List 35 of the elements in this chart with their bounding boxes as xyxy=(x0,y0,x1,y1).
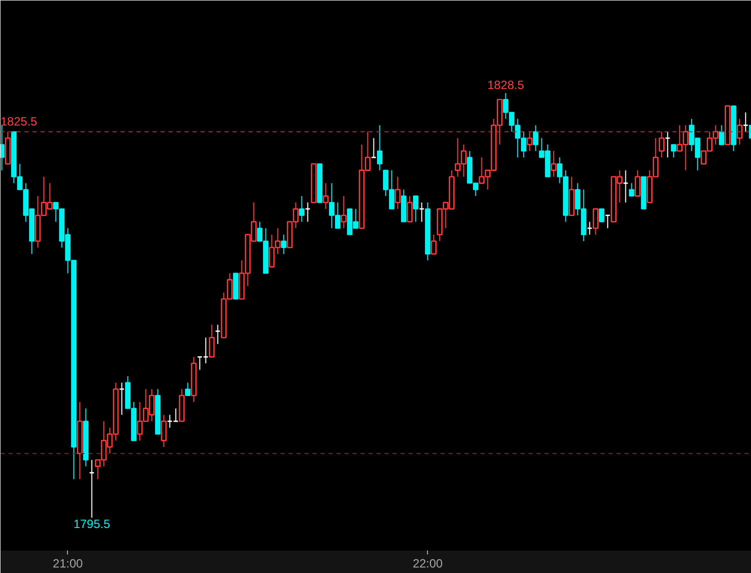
candlestick xyxy=(281,234,286,254)
x-tick-label: 21:00 xyxy=(52,556,84,570)
candlestick xyxy=(526,131,533,152)
candlestick xyxy=(214,324,221,345)
annotation: 1828.5 xyxy=(487,78,524,92)
candlestick xyxy=(598,208,604,222)
candlestick xyxy=(718,124,724,146)
candlestick xyxy=(658,131,665,158)
candlestick xyxy=(185,382,190,396)
candlestick xyxy=(634,170,641,197)
ref-line-label: 1825.5 xyxy=(0,114,38,129)
candlestick xyxy=(377,124,382,171)
candlestick xyxy=(628,182,634,197)
candlestick xyxy=(664,131,671,158)
candlestick xyxy=(430,234,437,255)
candlestick xyxy=(406,196,413,222)
candlestick xyxy=(604,214,611,229)
candlestick xyxy=(340,196,347,229)
candlestick xyxy=(88,459,95,518)
candlestick xyxy=(394,176,401,210)
candlestick xyxy=(532,124,538,152)
candlestick xyxy=(586,221,593,236)
candlestick xyxy=(550,150,557,178)
x-tick-label: 22:00 xyxy=(412,556,444,570)
candlestick xyxy=(160,414,167,448)
candlestick xyxy=(592,208,599,236)
candlestick xyxy=(736,118,742,146)
candlestick xyxy=(622,170,629,203)
candlestick xyxy=(742,112,748,132)
candlestick xyxy=(670,144,676,158)
candlestick xyxy=(322,182,329,210)
candlestick xyxy=(208,324,215,358)
candlestick xyxy=(299,196,304,222)
candlestick xyxy=(412,196,418,222)
annotation: 1795.5 xyxy=(73,516,110,531)
